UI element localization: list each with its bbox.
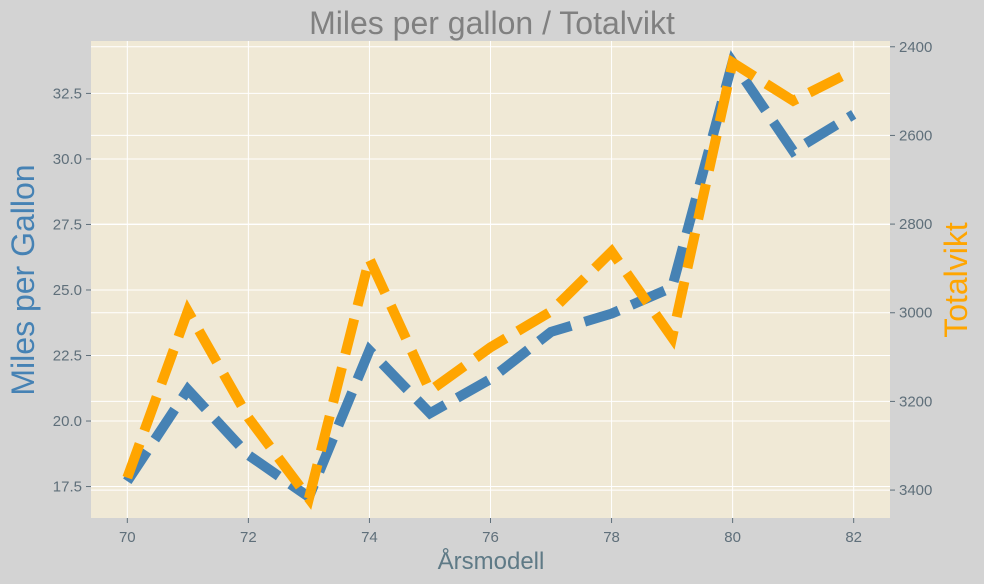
y-tick-label-left: 22.5 [53, 348, 82, 365]
y-tick-label-right: 2600 [899, 127, 932, 144]
tick-marks [86, 46, 895, 523]
y-tick-label-right: 3000 [899, 305, 932, 322]
y-tick-label-left: 30.0 [53, 151, 82, 168]
x-axis-label: Årsmodell [438, 547, 545, 575]
y-tick-label-left: 32.5 [53, 85, 82, 102]
y-tick-label-right: 2400 [899, 39, 932, 56]
tick-labels: 70 72 74 76 78 80 82 17.5 20.0 22.5 25.0 27.5 30.0 32… [53, 39, 933, 546]
x-tick-label: 74 [361, 529, 378, 546]
y-axis-label-right: Totalvikt [938, 222, 974, 338]
y-tick-label-right: 3200 [899, 393, 932, 410]
y-tick-label-left: 27.5 [53, 216, 82, 233]
y-tick-label-left: 25.0 [53, 282, 82, 299]
y-tick-label-left: 20.0 [53, 413, 82, 430]
y-tick-label-left: 17.5 [53, 479, 82, 496]
y-axis-label-left: Miles per Gallon [5, 164, 41, 395]
grid [91, 41, 890, 518]
x-tick-label: 70 [119, 529, 136, 546]
x-tick-label: 78 [603, 529, 620, 546]
x-tick-label: 82 [845, 529, 862, 546]
y-tick-label-right: 3400 [899, 482, 932, 499]
y-tick-label-right: 2800 [899, 216, 932, 233]
x-tick-label: 80 [724, 529, 741, 546]
chart-title: Miles per gallon / Totalvikt [309, 5, 675, 41]
series-line-totalvikt [122, 54, 856, 510]
series-layer [122, 50, 857, 510]
x-tick-label: 76 [482, 529, 499, 546]
x-tick-label: 72 [240, 529, 257, 546]
